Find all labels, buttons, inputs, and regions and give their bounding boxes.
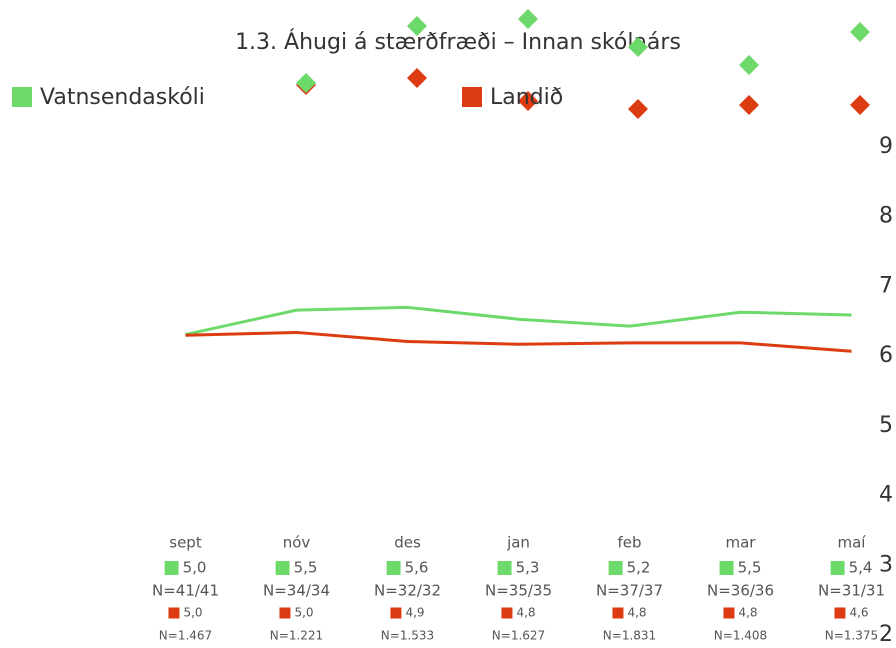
marker — [296, 73, 316, 93]
count-label: N=41/41 — [152, 582, 219, 600]
marker — [518, 9, 538, 29]
score-swatch — [279, 607, 291, 619]
score-swatch — [719, 561, 734, 575]
score-label: 5,4 — [849, 559, 873, 577]
marker — [518, 91, 538, 111]
count-label: N=1.408 — [714, 629, 767, 643]
legend-label: Vatnsendaskóli — [40, 85, 205, 110]
score-label: 4,9 — [405, 606, 424, 620]
legend-swatch — [12, 87, 32, 107]
stray-markers — [296, 9, 870, 119]
score-swatch — [390, 607, 402, 619]
count-label: N=35/35 — [485, 582, 552, 600]
count-label: N=1.627 — [492, 629, 545, 643]
x-tick-label: mar — [726, 534, 757, 552]
y-tick-label: 6 — [879, 343, 893, 368]
score-swatch — [497, 561, 512, 575]
count-label: N=37/37 — [596, 582, 663, 600]
y-tick-label: 8 — [879, 204, 893, 229]
marker — [628, 99, 648, 119]
count-label: N=1.375 — [825, 629, 878, 643]
score-label: 5,6 — [405, 559, 429, 577]
x-tick-label: des — [394, 534, 421, 552]
count-label: N=1.467 — [159, 629, 212, 643]
marker — [628, 37, 648, 57]
y-tick-label: 7 — [879, 273, 893, 298]
score-label: 5,0 — [183, 606, 202, 620]
score-swatch — [834, 607, 846, 619]
x-tick-label: feb — [617, 534, 641, 552]
count-label: N=36/36 — [707, 582, 774, 600]
y-tick-label: 4 — [879, 483, 893, 508]
legend-label: Landið — [490, 85, 563, 110]
count-label: N=32/32 — [374, 582, 441, 600]
score-swatch — [168, 607, 180, 619]
score-label: 4,8 — [738, 606, 757, 620]
score-label: 5,5 — [294, 559, 318, 577]
score-swatch — [830, 561, 845, 575]
score-label: 5,3 — [516, 559, 540, 577]
count-label: N=1.831 — [603, 629, 656, 643]
x-tick-label: sept — [169, 534, 202, 552]
marker — [407, 16, 427, 36]
marker — [850, 95, 870, 115]
count-label: N=1.533 — [381, 629, 434, 643]
score-label: 4,8 — [516, 606, 535, 620]
marker — [739, 55, 759, 75]
score-swatch — [612, 607, 624, 619]
score-swatch — [608, 561, 623, 575]
x-tick-label: maí — [838, 534, 867, 552]
y-tick-label: 2 — [879, 622, 893, 647]
score-swatch — [275, 561, 290, 575]
score-swatch — [501, 607, 513, 619]
y-tick-label: 5 — [879, 413, 893, 438]
count-label: N=31/31 — [818, 582, 885, 600]
count-label: N=1.221 — [270, 629, 323, 643]
score-label: 5,0 — [294, 606, 313, 620]
marker — [739, 95, 759, 115]
count-label: N=34/34 — [263, 582, 330, 600]
y-tick-label: 9 — [879, 134, 893, 159]
score-label: 4,6 — [849, 606, 868, 620]
score-swatch — [723, 607, 735, 619]
chart-title: 1.3. Áhugi á stærðfræði – Innan skólaárs — [235, 29, 681, 55]
x-tick-label: jan — [506, 534, 530, 552]
legend-swatch — [462, 87, 482, 107]
score-swatch — [386, 561, 401, 575]
score-label: 5,5 — [738, 559, 762, 577]
score-label: 4,8 — [627, 606, 646, 620]
score-label: 5,2 — [627, 559, 651, 577]
series-line — [185, 305, 852, 336]
score-label: 5,0 — [183, 559, 207, 577]
series-line — [185, 330, 852, 353]
score-swatch — [164, 561, 179, 575]
marker — [407, 68, 427, 88]
y-tick-label: 3 — [879, 552, 893, 577]
x-tick-label: nóv — [283, 534, 311, 552]
marker — [850, 22, 870, 42]
